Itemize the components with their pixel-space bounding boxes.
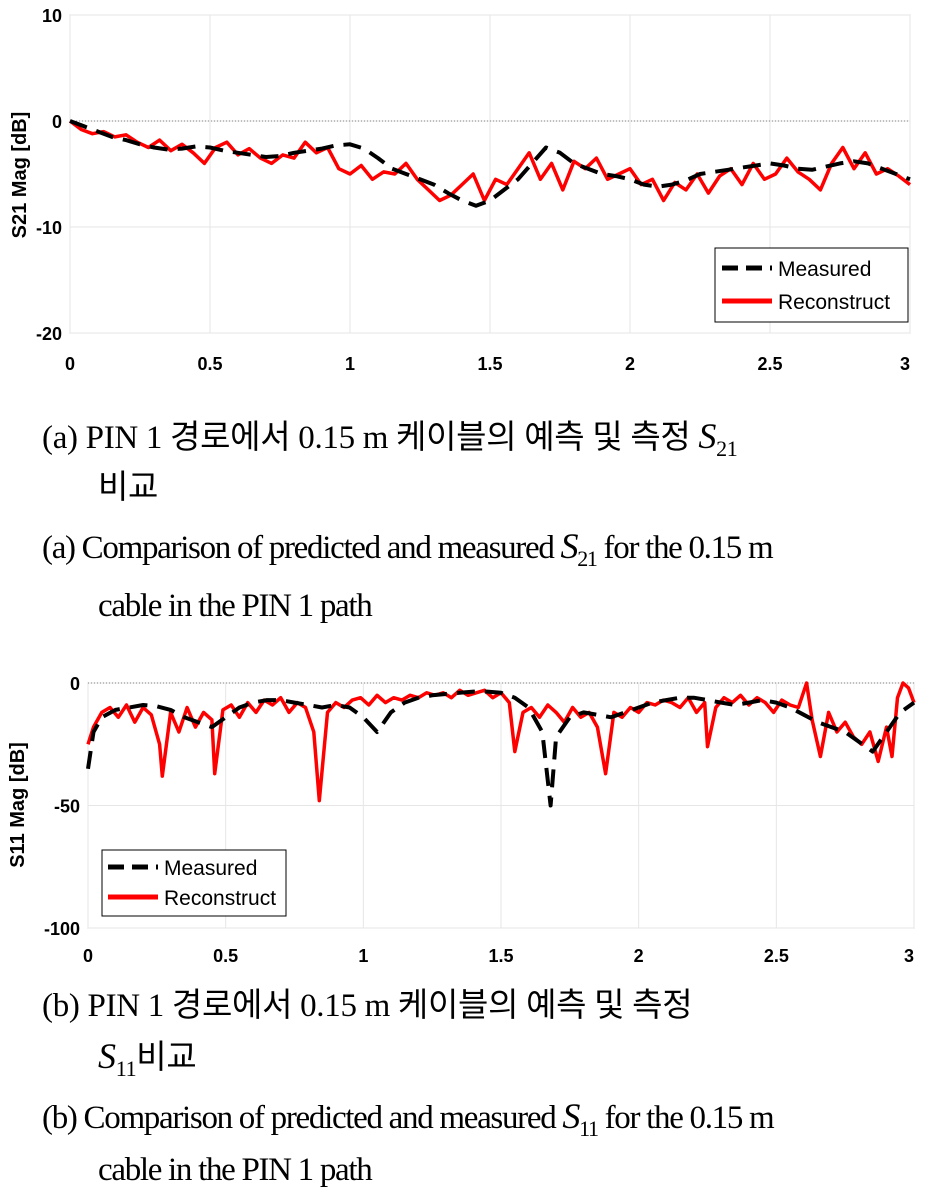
legend-box (101, 849, 287, 917)
caption-a-ko-line1: (a) PIN 1 경로에서 0.15 m 케이블의 예측 및 측정 S21 (42, 412, 738, 465)
x-tick-label: 2 (625, 354, 635, 374)
x-tick-label: 3 (900, 354, 910, 374)
series-line-reconstruct (86, 681, 916, 803)
caption-text: for the 0.15 m (597, 1100, 775, 1136)
legend: Measured Reconstruct (714, 247, 909, 323)
caption-a-en-line2: cable in the PIN 1 path (98, 588, 373, 624)
legend: Measured Reconstruct (101, 849, 287, 917)
legend-reconstruct-label: Reconstruct (778, 291, 890, 314)
x-tick-label: 2.5 (764, 946, 789, 966)
caption-b-ko-line1: (b) PIN 1 경로에서 0.15 m 케이블의 예측 및 측정 (42, 988, 693, 1024)
y-axis-label: S21 Mag [dB] (9, 112, 31, 239)
x-tick-label: 2 (634, 946, 644, 966)
y-tick-label: -10 (36, 218, 62, 238)
caption-text: 비교 (136, 1040, 197, 1076)
x-tick-label: 0 (65, 354, 75, 374)
s-subscript: 21 (577, 546, 598, 571)
caption-a-ko-line2: 비교 (98, 470, 159, 506)
s21-chart: 0 0.5 1 1.5 2 2.5 3 10 0 -10 -20 S21 Mag [dB] Mea… (9, 6, 912, 374)
s-symbol: S (698, 416, 717, 456)
legend-measured-label: Measured (164, 857, 257, 880)
x-tick-label: 3 (904, 946, 914, 966)
s-symbol: S (562, 1096, 580, 1136)
series-line-measured (86, 689, 916, 808)
caption-a-en-line1: (a) Comparison of predicted and measured… (42, 522, 774, 575)
s-subscript: 21 (716, 436, 738, 461)
y-tick-label: -20 (36, 324, 62, 344)
y-tick-label: 0 (70, 674, 80, 694)
s11-chart: 0 0.5 1 1.5 2 2.5 3 0 -50 -100 S11 Mag [dB] Meas… (7, 674, 916, 966)
x-tick-label: 0.5 (197, 354, 222, 374)
caption-text: (b) Comparison of predicted and measured (42, 1100, 563, 1136)
x-tick-label: 1 (358, 946, 368, 966)
s-subscript: 11 (579, 1116, 599, 1141)
x-tick-label: 1.5 (477, 354, 502, 374)
caption-text: for the 0.15 m (596, 530, 774, 566)
x-tick-label: 1.5 (488, 946, 513, 966)
x-tick-label: 0 (83, 946, 93, 966)
y-tick-label: -100 (44, 919, 80, 939)
s-subscript: 11 (115, 1056, 137, 1081)
legend-reconstruct-label: Reconstruct (164, 887, 276, 910)
caption-text: (a) PIN 1 경로에서 0.15 m 케이블의 예측 및 측정 (42, 420, 699, 456)
caption-b-en-line2: cable in the PIN 1 path (98, 1152, 373, 1188)
caption-text: (a) Comparison of predicted and measured (42, 530, 561, 566)
y-tick-label: 0 (52, 112, 62, 132)
legend-box (714, 247, 909, 323)
x-tick-label: 1 (345, 354, 355, 374)
series-line-reconstruct (68, 119, 912, 203)
y-tick-label: -50 (54, 797, 80, 817)
series-line-measured (69, 119, 911, 208)
s-symbol: S (98, 1036, 116, 1076)
caption-b-en-line1: (b) Comparison of predicted and measured… (42, 1092, 775, 1145)
x-tick-label: 2.5 (757, 354, 782, 374)
caption-b-ko-line2: S11비교 (98, 1032, 197, 1085)
legend-measured-label: Measured (778, 258, 871, 281)
y-axis-label: S11 Mag [dB] (7, 742, 29, 868)
x-tick-label: 0.5 (213, 946, 238, 966)
s-symbol: S (560, 526, 579, 566)
y-tick-label: 10 (42, 6, 62, 26)
